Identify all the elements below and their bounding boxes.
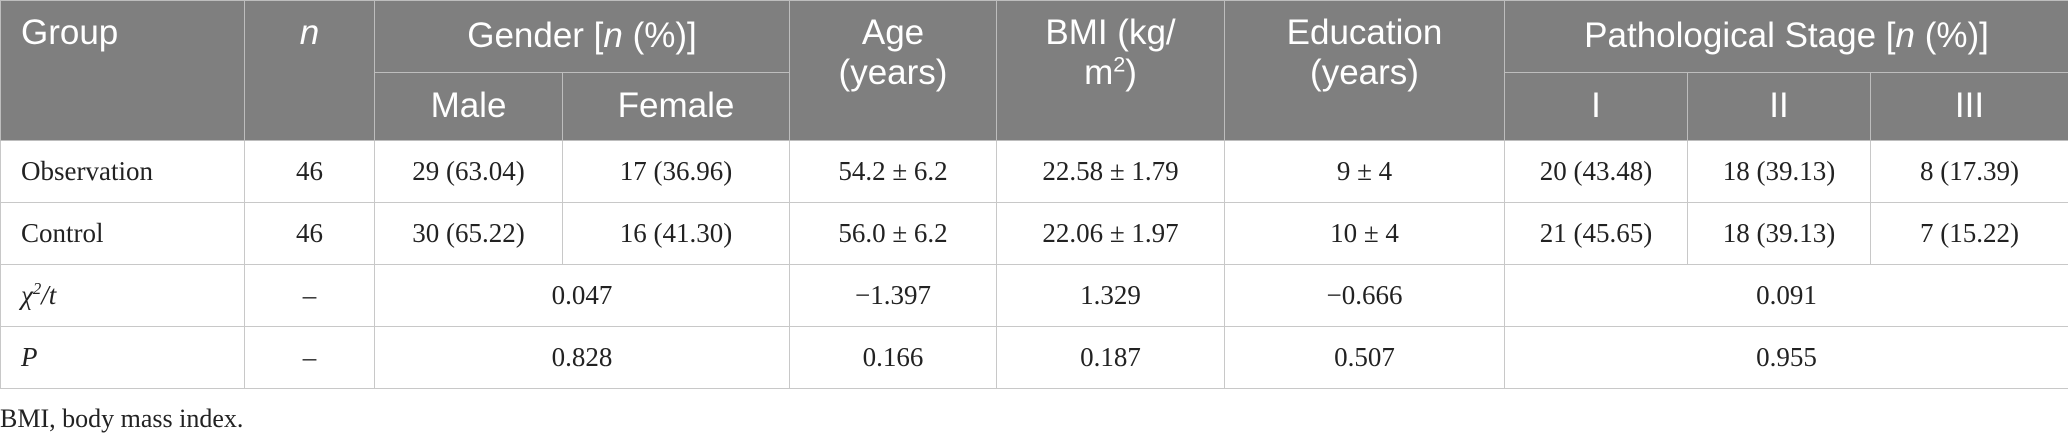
header-n: n <box>244 0 375 141</box>
cell-stage-i: 20 (43.48) <box>1504 140 1688 203</box>
cell-female: 17 (36.96) <box>562 140 790 203</box>
cell-stat-label: P <box>0 326 245 389</box>
cell-stage-ii: 18 (39.13) <box>1687 202 1871 265</box>
header-gender: Gender [n (%)] <box>374 0 790 73</box>
cell-gender-stat: 0.047 <box>374 264 790 327</box>
cell-female: 16 (41.30) <box>562 202 790 265</box>
cell-age: 56.0 ± 6.2 <box>789 202 997 265</box>
header-stage-i: I <box>1504 72 1688 141</box>
cell-age: 54.2 ± 6.2 <box>789 140 997 203</box>
cell-stage-stat: 0.955 <box>1503 326 2068 389</box>
data-table: Group n Gender [n (%)] Age (years) BMI (k… <box>0 0 2068 389</box>
header-row-2: Male Female I II III <box>1 72 2068 141</box>
cell-n: 46 <box>244 140 375 203</box>
cell-n: – <box>244 326 375 389</box>
header-row-1: Group n Gender [n (%)] Age (years) BMI (k… <box>0 0 2068 141</box>
cell-group: Control <box>0 202 245 265</box>
table-row: Control 46 30 (65.22) 16 (41.30) 56.0 ± … <box>0 202 2068 265</box>
table-footnote: BMI, body mass index. <box>0 404 244 433</box>
cell-stage-i: 21 (45.65) <box>1504 202 1688 265</box>
cell-bmi: 22.58 ± 1.79 <box>996 140 1225 203</box>
header-male: Male <box>374 72 563 141</box>
header-pathological-stage: Pathological Stage [n (%)] <box>1503 0 2068 73</box>
cell-male: 29 (63.04) <box>374 140 563 203</box>
cell-gender-stat: 0.828 <box>374 326 790 389</box>
cell-n: – <box>244 264 375 327</box>
stat-row-p: P – 0.828 0.166 0.187 0.507 0.955 <box>0 326 2068 389</box>
cell-education: 10 ± 4 <box>1224 202 1505 265</box>
cell-age-stat: 0.166 <box>789 326 997 389</box>
cell-n: 46 <box>244 202 375 265</box>
header-group: Group <box>0 0 245 141</box>
cell-stat-label: χ2/t <box>0 264 245 327</box>
cell-bmi-stat: 0.187 <box>996 326 1225 389</box>
cell-stage-iii: 8 (17.39) <box>1869 140 2068 203</box>
cell-age-stat: −1.397 <box>789 264 997 327</box>
header-female: Female <box>562 72 790 141</box>
cell-stage-ii: 18 (39.13) <box>1687 140 1871 203</box>
header-stage-iii: III <box>1869 72 2068 141</box>
cell-education: 9 ± 4 <box>1224 140 1505 203</box>
cell-education-stat: −0.666 <box>1224 264 1505 327</box>
cell-bmi: 22.06 ± 1.97 <box>996 202 1225 265</box>
cell-male: 30 (65.22) <box>374 202 563 265</box>
cell-stage-iii: 7 (15.22) <box>1869 202 2068 265</box>
stat-row-chi-t: χ2/t – 0.047 −1.397 1.329 −0.666 0.091 <box>0 264 2068 327</box>
header-stage-ii: II <box>1687 72 1871 141</box>
cell-bmi-stat: 1.329 <box>996 264 1225 327</box>
cell-stage-stat: 0.091 <box>1503 264 2068 327</box>
cell-education-stat: 0.507 <box>1224 326 1505 389</box>
header-education: Education (years) <box>1224 0 1505 141</box>
cell-group: Observation <box>0 140 245 203</box>
table-row: Observation 46 29 (63.04) 17 (36.96) 54.… <box>0 140 2068 203</box>
header-bmi: BMI (kg/m2) <box>996 0 1225 141</box>
header-age: Age (years) <box>789 0 997 141</box>
